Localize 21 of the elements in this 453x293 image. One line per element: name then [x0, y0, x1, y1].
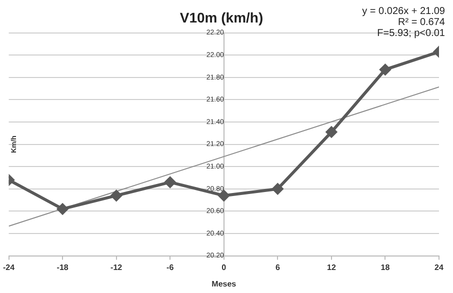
x-tick-label: -6 [166, 262, 174, 272]
chart-title: V10m (km/h) [180, 9, 264, 26]
text: R² = 0.674 [397, 17, 445, 28]
point [164, 176, 176, 188]
x-tick-label: 6 [275, 262, 280, 272]
x-tick-label: 0 [222, 262, 227, 272]
x-tick-label: -12 [110, 262, 123, 272]
x-tick-label: 12 [326, 262, 336, 272]
point [326, 126, 337, 138]
point [110, 190, 122, 202]
text: y = 0.026x + 21.09 [362, 6, 445, 17]
point [380, 64, 391, 76]
point [57, 203, 68, 214]
point [218, 190, 230, 202]
x-tick-label: 24 [434, 262, 444, 272]
x-tick-label: -24 [3, 262, 16, 272]
annotation: F=5.93; p<0.01 [376, 28, 445, 39]
x-tick-label: 18 [380, 262, 390, 272]
point [272, 183, 284, 194]
x-tick-label: -18 [56, 262, 69, 272]
x-axis-title: Meses [212, 279, 237, 288]
